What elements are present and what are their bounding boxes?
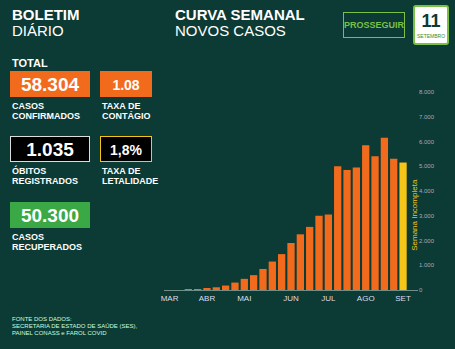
html-text:PAINEL CONASS e FAROL COVID: PAINEL CONASS e FAROL COVID bbox=[12, 330, 107, 336]
html-text:LETALIDADE: LETALIDADE bbox=[102, 176, 159, 186]
svg-text:3.000: 3.000 bbox=[419, 213, 435, 219]
html-text:CONTÁGIO: CONTÁGIO bbox=[102, 111, 151, 121]
html-text:1,8%: 1,8% bbox=[110, 142, 142, 158]
html-text:DIÁRIO: DIÁRIO bbox=[12, 22, 64, 39]
html-text:50.300: 50.300 bbox=[20, 205, 80, 226]
svg-text:0: 0 bbox=[419, 287, 423, 293]
html-text:1.035: 1.035 bbox=[26, 139, 74, 160]
html-text:1.08: 1.08 bbox=[112, 77, 140, 93]
svg-text:MAI: MAI bbox=[237, 294, 251, 303]
html-text:NOVOS CASOS: NOVOS CASOS bbox=[175, 22, 286, 39]
html-text:58.304: 58.304 bbox=[20, 74, 80, 95]
svg-text:JUL: JUL bbox=[321, 294, 336, 303]
html-text:ÓBITOS: ÓBITOS bbox=[12, 166, 47, 176]
html-text:RECUPERADOS: RECUPERADOS bbox=[12, 242, 82, 252]
svg-text:ABR: ABR bbox=[199, 294, 216, 303]
html-text:SETEMBRO: SETEMBRO bbox=[417, 33, 445, 39]
svg-text:2.000: 2.000 bbox=[419, 238, 435, 244]
html-text:TOTAL: TOTAL bbox=[12, 57, 48, 69]
svg-text:6.000: 6.000 bbox=[419, 139, 435, 145]
html-text:CONFIRMADOS: CONFIRMADOS bbox=[12, 111, 80, 121]
svg-text:MAR: MAR bbox=[161, 294, 179, 303]
html-text:PROSSEGUIR: PROSSEGUIR bbox=[344, 20, 404, 30]
svg-text:5.000: 5.000 bbox=[419, 163, 435, 169]
svg-text:8.000: 8.000 bbox=[419, 89, 435, 95]
html-text:FONTE DOS DADOS:: FONTE DOS DADOS: bbox=[12, 316, 72, 322]
html-text:TAXA DE: TAXA DE bbox=[102, 101, 141, 111]
html-text:TAXA DE: TAXA DE bbox=[102, 166, 141, 176]
svg-text:SET: SET bbox=[395, 294, 411, 303]
svg-text:AGO: AGO bbox=[357, 294, 375, 303]
svg-text:JUN: JUN bbox=[283, 294, 299, 303]
html-text:CURVA SEMANAL: CURVA SEMANAL bbox=[175, 6, 305, 23]
html-text:11: 11 bbox=[421, 11, 441, 31]
svg-text:7.000: 7.000 bbox=[419, 114, 435, 120]
svg-text:Semana Incompleta: Semana Incompleta bbox=[410, 179, 419, 251]
html-text:BOLETIM: BOLETIM bbox=[12, 6, 80, 23]
html-text:CASOS: CASOS bbox=[12, 232, 44, 242]
html-text:CASOS: CASOS bbox=[12, 101, 44, 111]
html-text:SECRETARIA DE ESTADO DE SAÚDE: SECRETARIA DE ESTADO DE SAÚDE (SES), bbox=[12, 323, 138, 329]
svg-text:4.000: 4.000 bbox=[419, 188, 435, 194]
html-text:REGISTRADOS: REGISTRADOS bbox=[12, 176, 78, 186]
svg-text:1.000: 1.000 bbox=[419, 262, 435, 268]
